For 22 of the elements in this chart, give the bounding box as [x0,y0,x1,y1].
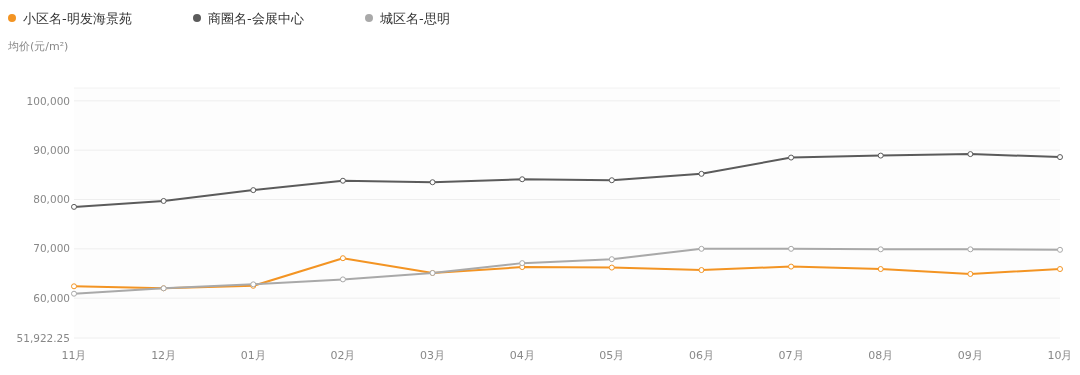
legend-label: 小区名-明发海景苑 [23,11,132,26]
x-tick-label: 10月 [1047,349,1073,362]
y-tick-label: 80,000 [33,193,70,206]
x-tick-label: 06月 [688,349,714,362]
x-tick-label: 03月 [420,349,446,362]
x-tick-label: 07月 [778,349,804,362]
x-tick-label: 08月 [868,349,894,362]
legend-label: 商圈名-会展中心 [208,11,304,26]
y-tick-label: 90,000 [33,143,70,156]
x-tick-label: 01月 [240,349,266,362]
x-tick-label: 09月 [957,349,983,362]
y-axis-title: 均价(元/m²) [7,40,69,53]
x-tick-label: 04月 [509,349,535,362]
y-tick-label: 60,000 [33,291,70,304]
y-tick-label: 51,922.25 [16,331,70,344]
x-tick-label: 02月 [330,349,356,362]
y-tick-label: 70,000 [33,242,70,255]
x-tick-label: 05月 [599,349,625,362]
x-tick-label: 12月 [151,349,177,362]
y-tick-label: 100,000 [26,94,70,107]
legend-label: 城区名-思明 [379,11,450,26]
x-tick-label: 11月 [61,349,87,362]
